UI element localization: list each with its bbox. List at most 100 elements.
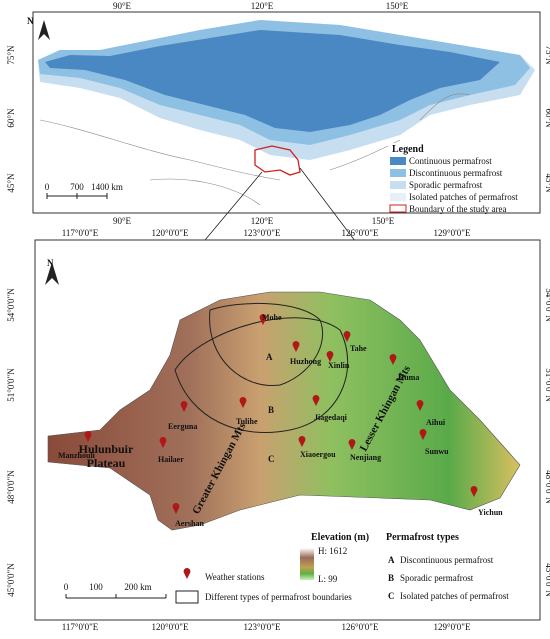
station-marker: [312, 395, 320, 406]
lat-label: 54°0'0"N: [6, 288, 16, 322]
lon-label: 117°0'0"E: [62, 228, 99, 238]
scale-label: 0: [45, 182, 50, 192]
station-marker: [348, 439, 356, 450]
zone-label: C: [268, 454, 275, 464]
scale-label: 1400 km: [91, 182, 123, 192]
elevation-low: L: 99: [318, 574, 338, 584]
legend-label: Discontinuous permafrost: [409, 168, 503, 178]
lon-label: 123°0'0"E: [244, 622, 281, 632]
north-label: N: [27, 16, 34, 26]
elevation-ramp: [300, 548, 314, 580]
north-arrow: [38, 20, 50, 40]
north-label: N: [47, 258, 54, 268]
station-label: Eerguna: [168, 422, 197, 431]
station-marker: [389, 353, 397, 365]
station-label: Xinlin: [328, 361, 350, 370]
scale-label: 100: [89, 582, 103, 592]
lat-label: 54°0'0"N: [544, 288, 550, 322]
lat-label: 75°N: [544, 45, 550, 65]
station-marker: [343, 331, 351, 342]
type-key: B: [388, 573, 394, 583]
station-marker: [172, 503, 180, 514]
lon-label: 120°0'0"E: [152, 622, 189, 632]
lat-label: 45°0'0"N: [544, 563, 550, 597]
elevation-high: H: 1612: [318, 546, 347, 556]
swatch: [389, 204, 407, 213]
elevation-title: Elevation (m): [311, 532, 369, 543]
station-marker: [419, 429, 427, 440]
station-marker: [298, 436, 306, 447]
station-label: Yichun: [478, 508, 503, 517]
swatch: [390, 169, 406, 177]
legend-swatches: [389, 157, 407, 213]
lon-label: 117°0'0"E: [62, 622, 99, 632]
station-label: Tulihe: [236, 417, 258, 426]
legend-label: Sporadic permafrost: [409, 180, 483, 190]
swatch: [390, 181, 406, 189]
station-label: Mohe: [262, 313, 282, 322]
lat-label: 60°N: [6, 108, 16, 128]
type-key: A: [388, 555, 395, 565]
lat-label: 48°0'0"N: [6, 470, 16, 504]
lon-label: 150°E: [372, 216, 395, 226]
region-label: Plateau: [87, 456, 126, 470]
lat-label: 45°N: [544, 173, 550, 193]
station-marker: [326, 351, 334, 362]
lon-label: 120°0'0"E: [152, 228, 189, 238]
lon-label: 126°0'0"E: [342, 622, 379, 632]
station-label: Nenjiang: [350, 453, 381, 462]
station-label: Jiagedaqi: [314, 413, 348, 422]
lat-label: 51°0'0"N: [6, 368, 16, 402]
station-label: Xiaoergou: [300, 450, 336, 459]
lat-label: 45°0'0"N: [6, 563, 16, 597]
lon-label: 90°E: [113, 1, 132, 11]
scale-label: 0: [64, 582, 69, 592]
station-label: Sunwu: [425, 447, 449, 456]
study-area: [47, 291, 521, 531]
lat-label: 51°0'0"N: [544, 368, 550, 402]
lat-label: 60°N: [544, 108, 550, 128]
north-arrow: [45, 262, 59, 285]
lat-label: 75°N: [6, 45, 16, 65]
station-label: Huzhong: [290, 357, 321, 366]
station-marker: [292, 341, 300, 352]
lon-label: 123°0'0"E: [244, 228, 281, 238]
swatch: [390, 193, 406, 201]
scale-label: 700: [70, 182, 84, 192]
country-borders: [39, 93, 471, 206]
station-label: Aihui: [426, 418, 446, 427]
station-marker: [159, 437, 167, 448]
lon-label: 90°E: [113, 216, 132, 226]
station-label: Huma: [398, 373, 419, 382]
scale-bar: [65, 594, 167, 599]
station-marker: [259, 314, 267, 325]
symbol-label: Different types of permafrost boundaries: [205, 592, 352, 602]
type-label: Isolated patches of permafrost: [400, 591, 509, 601]
scale-bar: [46, 193, 108, 199]
scale-label: 200 km: [124, 582, 151, 592]
station-marker: [239, 397, 247, 408]
lat-label: 45°N: [6, 173, 16, 193]
swatch: [390, 157, 406, 165]
region-label: Hulunbuir: [79, 442, 134, 456]
permafrost-title: Permafrost types: [386, 532, 459, 543]
permafrost-boundaries: [174, 303, 349, 433]
legend-title: Legend: [392, 144, 424, 155]
legend-label: Boundary of the study area: [409, 204, 506, 214]
station-marker: [84, 431, 92, 442]
zone-label: A: [266, 352, 273, 362]
zone-label: B: [268, 405, 274, 415]
station-marker: [416, 400, 424, 411]
lon-label: 120°E: [251, 216, 274, 226]
type-key: C: [388, 591, 395, 601]
symbol-label: Weather stations: [205, 572, 265, 582]
station-label: Hailaer: [158, 455, 184, 464]
lon-label: 129°0'0"E: [434, 622, 471, 632]
boundary-symbol: [175, 590, 199, 604]
station-label: Manzhouli: [58, 451, 96, 460]
lat-label: 48°0'0"N: [544, 470, 550, 504]
continuous-zone: [45, 30, 500, 132]
lon-label: 120°E: [251, 1, 274, 11]
type-label: Sporadic permafrost: [400, 573, 474, 583]
